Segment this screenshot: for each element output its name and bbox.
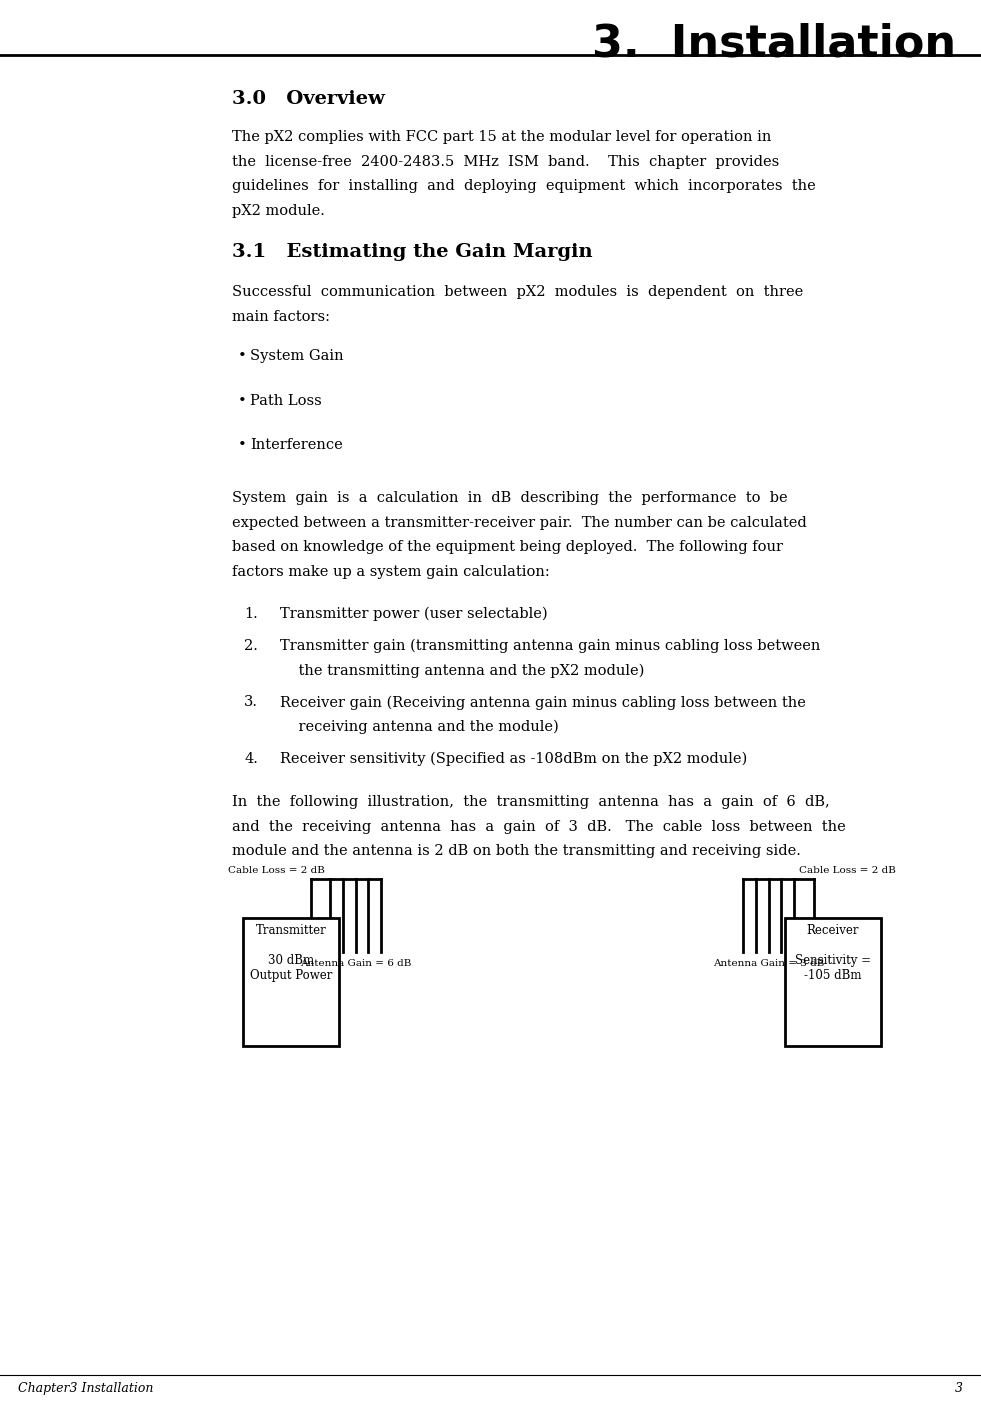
- Text: Cable Loss = 2 dB: Cable Loss = 2 dB: [229, 866, 326, 875]
- Text: 2.: 2.: [244, 639, 258, 653]
- Text: pX2 module.: pX2 module.: [232, 203, 326, 218]
- Text: Receiver gain (Receiving antenna gain minus cabling loss between the: Receiver gain (Receiving antenna gain mi…: [280, 695, 805, 709]
- Text: Receiver

Sensitivity =
-105 dBm: Receiver Sensitivity = -105 dBm: [795, 924, 871, 982]
- Text: The pX2 complies with FCC part 15 at the modular level for operation in: The pX2 complies with FCC part 15 at the…: [232, 130, 772, 144]
- Text: 3.: 3.: [244, 695, 258, 709]
- Text: In  the  following  illustration,  the  transmitting  antenna  has  a  gain  of : In the following illustration, the trans…: [232, 794, 830, 808]
- Text: 3.1   Estimating the Gain Margin: 3.1 Estimating the Gain Margin: [232, 243, 594, 261]
- Text: Path Loss: Path Loss: [250, 393, 322, 407]
- Text: Receiver sensitivity (Specified as -108dBm on the pX2 module): Receiver sensitivity (Specified as -108d…: [280, 752, 747, 766]
- Text: Transmitter power (user selectable): Transmitter power (user selectable): [280, 606, 547, 622]
- Text: Successful  communication  between  pX2  modules  is  dependent  on  three: Successful communication between pX2 mod…: [232, 285, 803, 300]
- Text: 3: 3: [955, 1382, 963, 1395]
- Text: Antenna Gain = 3 dB: Antenna Gain = 3 dB: [713, 959, 824, 968]
- Text: •: •: [237, 349, 246, 363]
- Text: Antenna Gain = 6 dB: Antenna Gain = 6 dB: [300, 959, 411, 968]
- Text: main factors:: main factors:: [232, 309, 331, 324]
- Text: and  the  receiving  antenna  has  a  gain  of  3  dB.   The  cable  loss  betwe: and the receiving antenna has a gain of …: [232, 820, 847, 834]
- Text: Transmitter gain (transmitting antenna gain minus cabling loss between: Transmitter gain (transmitting antenna g…: [280, 639, 820, 653]
- Text: •: •: [237, 393, 246, 407]
- Text: 3.0   Overview: 3.0 Overview: [232, 90, 386, 109]
- Text: guidelines  for  installing  and  deploying  equipment  which  incorporates  the: guidelines for installing and deploying …: [232, 179, 816, 194]
- Text: 4.: 4.: [244, 752, 258, 766]
- Text: 1.: 1.: [244, 606, 258, 620]
- Text: Interference: Interference: [250, 438, 343, 452]
- Text: Cable Loss = 2 dB: Cable Loss = 2 dB: [799, 866, 896, 875]
- Text: receiving antenna and the module): receiving antenna and the module): [280, 719, 558, 735]
- FancyBboxPatch shape: [243, 918, 339, 1046]
- Text: the transmitting antenna and the pX2 module): the transmitting antenna and the pX2 mod…: [280, 663, 644, 678]
- Text: factors make up a system gain calculation:: factors make up a system gain calculatio…: [232, 565, 550, 579]
- Text: •: •: [237, 438, 246, 452]
- Text: Chapter3 Installation: Chapter3 Installation: [18, 1382, 153, 1395]
- Text: based on knowledge of the equipment being deployed.  The following four: based on knowledge of the equipment bein…: [232, 540, 784, 554]
- FancyBboxPatch shape: [785, 918, 881, 1046]
- Text: expected between a transmitter-receiver pair.  The number can be calculated: expected between a transmitter-receiver …: [232, 516, 807, 530]
- Text: Transmitter

30 dBm
Output Power: Transmitter 30 dBm Output Power: [250, 924, 333, 982]
- Text: System  gain  is  a  calculation  in  dB  describing  the  performance  to  be: System gain is a calculation in dB descr…: [232, 490, 788, 504]
- Text: the  license-free  2400-2483.5  MHz  ISM  band.    This  chapter  provides: the license-free 2400-2483.5 MHz ISM ban…: [232, 154, 780, 168]
- Text: System Gain: System Gain: [250, 349, 343, 363]
- Text: 3.  Installation: 3. Installation: [593, 23, 956, 65]
- Text: module and the antenna is 2 dB on both the transmitting and receiving side.: module and the antenna is 2 dB on both t…: [232, 844, 801, 858]
